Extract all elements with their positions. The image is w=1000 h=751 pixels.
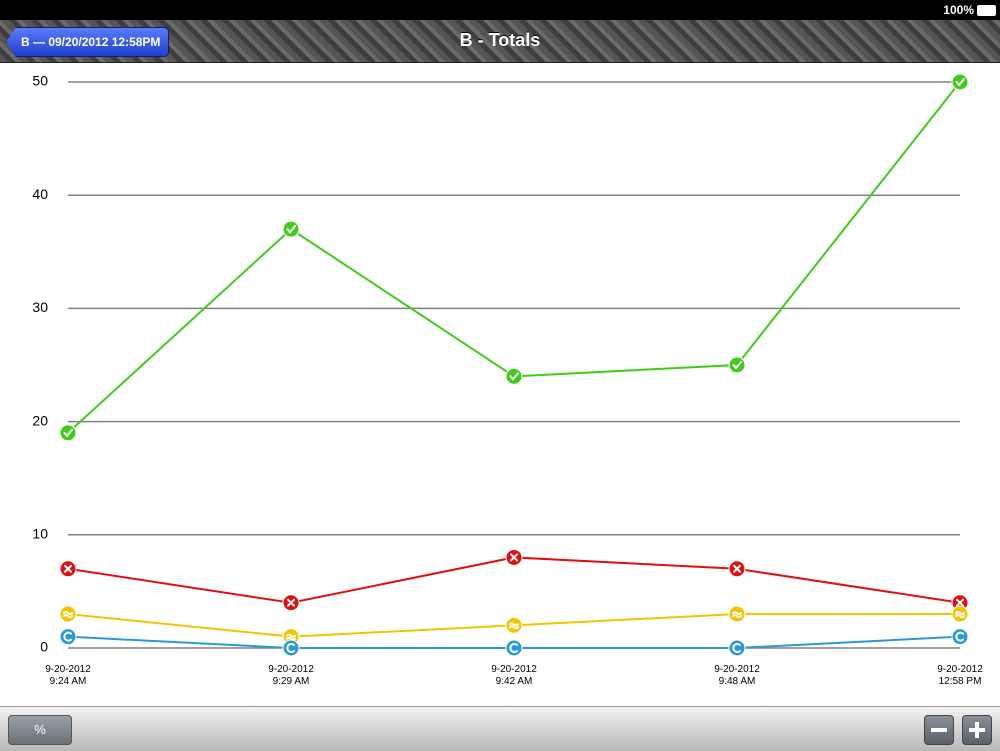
zoom-in-button[interactable] <box>962 715 992 745</box>
point-icon <box>63 631 72 642</box>
point-icon <box>286 225 296 234</box>
data-point <box>282 639 300 657</box>
point-icon <box>287 598 295 607</box>
point-icon <box>63 611 73 619</box>
zoom-out-button[interactable] <box>924 715 954 745</box>
point-icon <box>733 564 741 573</box>
battery-text: 100% <box>943 3 974 17</box>
percent-button[interactable]: % <box>8 715 72 745</box>
data-point <box>282 220 300 238</box>
data-point <box>951 73 969 91</box>
y-tick-label: 40 <box>32 186 48 202</box>
data-point <box>59 628 77 646</box>
y-tick-label: 10 <box>32 526 48 542</box>
point-icon <box>63 428 73 438</box>
point-icon <box>286 633 296 641</box>
chart-title: B - Totals <box>459 30 541 50</box>
status-bar: 100% <box>0 0 1000 20</box>
y-tick-label: 0 <box>40 639 48 655</box>
point-icon <box>956 598 964 607</box>
point-icon <box>509 643 518 653</box>
point-icon <box>732 611 742 619</box>
battery-icon <box>977 5 996 16</box>
point-icon <box>955 631 964 642</box>
x-tick-label: 9-20-2012 9:24 AM <box>45 664 91 687</box>
chart: 0 10 20 30 40 50 <box>32 73 969 657</box>
data-point <box>728 356 746 374</box>
x-tick-label: 9-20-2012 12:58 PM <box>937 664 983 687</box>
x-tick-label: 9-20-2012 9:48 AM <box>714 664 760 687</box>
data-point <box>505 367 523 385</box>
data-point <box>505 639 523 657</box>
x-tick-label: 9-20-2012 9:29 AM <box>268 664 314 687</box>
x-tick-label: 9-20-2012 9:42 AM <box>491 664 537 687</box>
point-icon <box>286 643 295 653</box>
y-tick-label: 30 <box>32 299 48 315</box>
point-icon <box>955 78 965 87</box>
data-point <box>951 628 969 646</box>
point-icon <box>64 564 72 573</box>
point-icon <box>732 361 742 370</box>
data-point <box>728 639 746 657</box>
point-icon <box>509 622 519 630</box>
back-button[interactable]: B — 09/20/2012 12:58PM <box>6 27 170 57</box>
nav-bar: B — 09/20/2012 12:58PM B - Totals <box>0 20 1000 63</box>
point-icon <box>509 372 519 381</box>
y-tick-label: 20 <box>32 412 48 428</box>
point-icon <box>955 611 965 619</box>
data-point <box>59 424 77 442</box>
y-tick-label: 50 <box>32 73 48 89</box>
point-icon <box>510 553 518 562</box>
point-icon <box>732 643 741 653</box>
toolbar: % <box>0 706 1000 751</box>
